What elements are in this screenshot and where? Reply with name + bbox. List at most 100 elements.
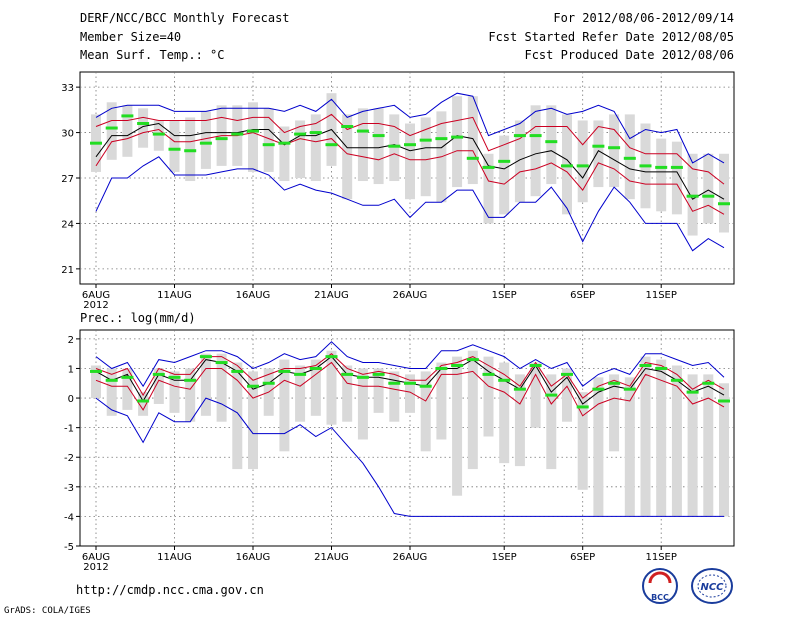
temp-xtick-sublabel: 2012	[83, 300, 108, 311]
prec-xtick-label: 6AUG	[82, 552, 110, 563]
ncc-logo-text: NCC	[700, 582, 724, 593]
prec-xtick-label: 26AUG	[393, 552, 428, 563]
prec-spread-box	[514, 374, 525, 467]
bcc-logo: BCC	[642, 568, 678, 604]
temp-spread-box	[248, 102, 258, 172]
temp-spread-box	[514, 120, 525, 203]
prec-spread-box	[640, 356, 651, 517]
prec-ytick-label: 2	[68, 335, 74, 346]
header-variable: Mean Surf. Temp.: °C	[80, 48, 225, 62]
prec-spread-box	[357, 368, 368, 440]
prec-xtick-sublabel: 2012	[83, 562, 108, 573]
prec-ytick-label: -1	[64, 424, 74, 435]
temp-spread-box	[373, 108, 384, 185]
prec-spread-box	[153, 368, 164, 404]
prec-spread-box	[436, 362, 447, 440]
prec-xtick-label: 11SEP	[645, 552, 676, 563]
prec-ytick-label: -3	[64, 483, 74, 494]
prec-spread-box	[624, 377, 635, 517]
prec-xtick-label: 1SEP	[492, 552, 517, 563]
temp-spread-box	[295, 120, 306, 178]
prec-ytick-label: -2	[64, 453, 74, 464]
footer-credit: GrADS: COLA/IGES	[4, 606, 91, 616]
ncc-logo: NCC	[691, 568, 733, 604]
prec-spread-box	[405, 374, 415, 413]
prec-spread-box	[420, 371, 431, 452]
prec-spread-box	[467, 350, 478, 470]
prec-min-line	[95, 397, 724, 517]
temp-xtick-label: 16AUG	[236, 290, 271, 301]
prec-spread-box	[185, 368, 196, 422]
temp-lower-line	[95, 128, 725, 215]
prec-lower-line	[95, 361, 725, 417]
header-produced-date: Fcst Produced Date 2012/08/06	[524, 48, 734, 62]
prec-spread-box	[169, 371, 180, 413]
prec-spread-box	[687, 374, 698, 517]
prec-spread-box	[609, 374, 620, 452]
temp-spread-box	[263, 108, 274, 172]
prec-spread-box	[279, 359, 290, 452]
temp-spread-box	[546, 105, 557, 185]
prec-spread-box	[295, 365, 306, 422]
prec-xtick-label: 6SEP	[570, 552, 595, 563]
temp-spread-box	[169, 120, 180, 172]
temp-spread-box	[389, 114, 400, 182]
prec-spread-box	[248, 371, 258, 470]
prec-spread-box	[499, 362, 510, 464]
prec-spread-box	[342, 365, 353, 422]
temp-xtick-label: 6AUG	[82, 290, 110, 301]
prec-xtick-label: 11AUG	[157, 552, 192, 563]
prec-spread-box	[389, 371, 400, 422]
prec-spread-box	[326, 350, 337, 425]
temp-xtick-label: 6SEP	[570, 290, 595, 301]
prec-spread-box	[593, 377, 604, 517]
temp-spread-box	[671, 141, 682, 215]
temp-min-line	[95, 156, 725, 252]
temp-mean-line	[95, 122, 725, 200]
prec-ytick-label: 0	[68, 394, 74, 405]
prec-spread-box	[200, 353, 211, 416]
temp-spread-box	[310, 114, 321, 182]
temp-max-line	[95, 92, 725, 164]
temp-ytick-label: 33	[61, 83, 74, 94]
temp-spread-box	[499, 135, 510, 215]
temp-spread-box	[279, 126, 290, 182]
prec-spread-box	[452, 356, 463, 496]
prec-spread-box	[310, 359, 321, 416]
prec-max-line	[95, 341, 725, 388]
temp-spread-box	[624, 114, 635, 200]
temp-upper-line	[95, 113, 725, 185]
temp-spread-box	[122, 105, 133, 157]
temp-spread-box	[138, 108, 149, 148]
temp-spread-box	[656, 138, 667, 212]
temp-xtick-label: 11AUG	[157, 290, 192, 301]
prec-ytick-label: -4	[64, 512, 74, 523]
prec-spread-box	[106, 368, 117, 416]
temp-spread-box	[483, 153, 494, 224]
temp-spread-box	[467, 96, 478, 185]
temp-spread-box	[106, 102, 117, 160]
temp-spread-box	[153, 120, 164, 151]
header-member-size: Member Size=40	[80, 30, 182, 44]
temp-spread-box	[562, 114, 572, 215]
prec-spread-box	[216, 353, 227, 422]
temp-xtick-label: 26AUG	[393, 290, 428, 301]
temp-spread-box	[530, 105, 541, 197]
prec-spread-box	[483, 356, 494, 437]
prec-spread-box	[703, 374, 714, 517]
prec-ytick-label: 1	[68, 364, 74, 375]
header-start-date: Fcst Started Refer Date 2012/08/05	[488, 30, 734, 44]
temp-spread-box	[452, 96, 463, 188]
prec-spread-box	[656, 359, 667, 517]
header-period: For 2012/08/06-2012/09/14	[553, 11, 734, 25]
header-title: DERF/NCC/BCC Monthly Forecast	[80, 11, 290, 25]
temp-spread-box	[342, 114, 353, 200]
temp-xtick-label: 21AUG	[314, 290, 349, 301]
prec-spread-box	[91, 365, 101, 399]
footer-url[interactable]: http://cmdp.ncc.cma.gov.cn	[76, 583, 264, 597]
temp-xtick-label: 1SEP	[492, 290, 517, 301]
temp-spread-box	[405, 123, 415, 200]
